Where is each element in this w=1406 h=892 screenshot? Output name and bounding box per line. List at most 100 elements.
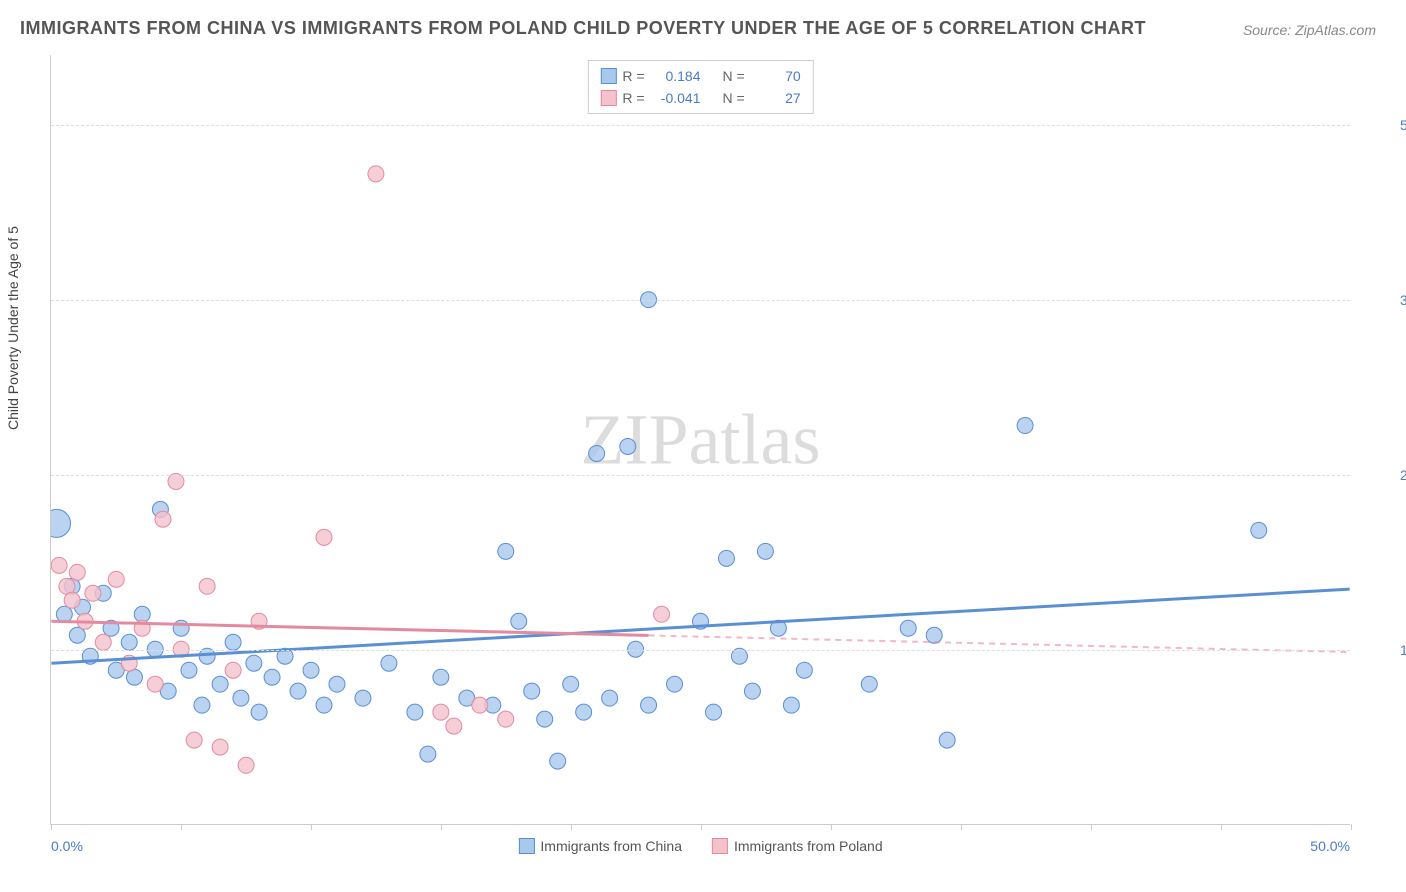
- data-point: [498, 543, 514, 559]
- data-point: [472, 697, 488, 713]
- data-point: [641, 697, 657, 713]
- swatch-china: [600, 68, 616, 84]
- swatch-poland: [712, 838, 728, 854]
- x-tick: [1091, 824, 1092, 830]
- data-point: [446, 718, 462, 734]
- n-value-poland: 27: [751, 90, 801, 106]
- swatch-poland: [600, 90, 616, 106]
- x-tick: [701, 824, 702, 830]
- gridline: [51, 125, 1350, 126]
- data-point: [121, 634, 137, 650]
- data-point: [316, 529, 332, 545]
- series-legend: Immigrants from China Immigrants from Po…: [518, 838, 882, 854]
- data-point: [783, 697, 799, 713]
- gridline: [51, 475, 1350, 476]
- data-point: [900, 620, 916, 636]
- data-point: [861, 676, 877, 692]
- data-point: [654, 606, 670, 622]
- gridline: [51, 650, 1350, 651]
- data-point: [381, 655, 397, 671]
- data-point: [225, 662, 241, 678]
- data-point: [212, 676, 228, 692]
- data-point: [498, 711, 514, 727]
- data-point: [1251, 522, 1267, 538]
- data-point: [194, 697, 210, 713]
- data-point: [95, 634, 111, 650]
- data-point: [718, 550, 734, 566]
- data-point: [264, 669, 280, 685]
- y-tick-label: 37.5%: [1400, 292, 1406, 308]
- data-point: [368, 166, 384, 182]
- x-tick: [831, 824, 832, 830]
- data-point: [108, 571, 124, 587]
- r-value-poland: -0.041: [651, 90, 701, 106]
- data-point: [173, 620, 189, 636]
- data-point: [246, 655, 262, 671]
- x-min-label: 0.0%: [51, 838, 83, 854]
- data-point: [433, 704, 449, 720]
- legend-item-poland: Immigrants from Poland: [712, 838, 883, 854]
- data-point: [939, 732, 955, 748]
- data-point: [926, 627, 942, 643]
- data-point: [233, 690, 249, 706]
- data-point: [511, 613, 527, 629]
- data-point: [407, 704, 423, 720]
- legend-row-poland: R = -0.041 N = 27: [600, 87, 800, 109]
- data-point: [199, 578, 215, 594]
- data-point: [744, 683, 760, 699]
- x-tick: [1351, 824, 1352, 830]
- data-point: [181, 662, 197, 678]
- data-point: [576, 704, 592, 720]
- data-point: [620, 439, 636, 455]
- data-point: [290, 683, 306, 699]
- data-point: [1017, 418, 1033, 434]
- data-point: [85, 585, 101, 601]
- y-axis-label: Child Poverty Under the Age of 5: [5, 226, 21, 430]
- x-tick: [441, 824, 442, 830]
- data-point: [537, 711, 553, 727]
- data-point: [155, 511, 171, 527]
- y-tick-label: 12.5%: [1400, 642, 1406, 658]
- data-point: [563, 676, 579, 692]
- r-label: R =: [622, 90, 644, 106]
- source-attribution: Source: ZipAtlas.com: [1243, 22, 1376, 38]
- data-point: [69, 627, 85, 643]
- r-value-china: 0.184: [651, 68, 701, 84]
- y-tick-label: 50.0%: [1400, 117, 1406, 133]
- data-point: [550, 753, 566, 769]
- data-point: [705, 704, 721, 720]
- data-point: [212, 739, 228, 755]
- data-point: [238, 757, 254, 773]
- y-tick-label: 25.0%: [1400, 467, 1406, 483]
- x-max-label: 50.0%: [1310, 838, 1350, 854]
- legend-label-china: Immigrants from China: [540, 838, 682, 854]
- data-point: [329, 676, 345, 692]
- swatch-china: [518, 838, 534, 854]
- data-point: [225, 634, 241, 650]
- data-point: [757, 543, 773, 559]
- data-point: [316, 697, 332, 713]
- chart-plot-area: ZIPatlas R = 0.184 N = 70 R = -0.041 N =…: [50, 55, 1350, 825]
- data-point: [602, 690, 618, 706]
- data-point: [69, 564, 85, 580]
- chart-title: IMMIGRANTS FROM CHINA VS IMMIGRANTS FROM…: [20, 18, 1146, 39]
- data-point: [51, 557, 67, 573]
- data-point: [303, 662, 319, 678]
- correlation-legend: R = 0.184 N = 70 R = -0.041 N = 27: [587, 60, 813, 114]
- legend-label-poland: Immigrants from Poland: [734, 838, 883, 854]
- n-label: N =: [723, 90, 745, 106]
- legend-item-china: Immigrants from China: [518, 838, 682, 854]
- data-point: [524, 683, 540, 699]
- data-point: [51, 509, 71, 537]
- n-value-china: 70: [751, 68, 801, 84]
- data-point: [251, 704, 267, 720]
- x-tick: [961, 824, 962, 830]
- data-point: [147, 676, 163, 692]
- data-point: [64, 592, 80, 608]
- data-point: [355, 690, 371, 706]
- n-label: N =: [723, 68, 745, 84]
- data-point: [56, 606, 72, 622]
- data-point: [667, 676, 683, 692]
- legend-row-china: R = 0.184 N = 70: [600, 65, 800, 87]
- x-tick: [1221, 824, 1222, 830]
